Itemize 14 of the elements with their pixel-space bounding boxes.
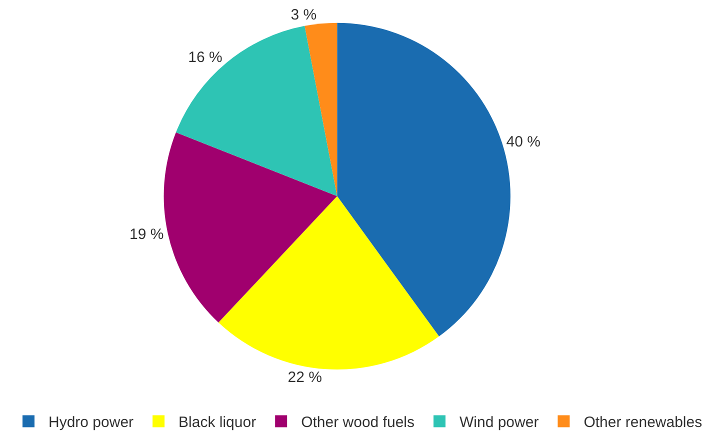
data-label: 3 % (290, 6, 317, 24)
data-label: 16 % (188, 49, 222, 66)
pie-slice (176, 26, 338, 196)
data-label: 40 % (506, 133, 540, 150)
pie-slice (218, 196, 440, 370)
legend-label: Other renewables (584, 414, 702, 432)
pie-slice (164, 132, 338, 323)
legend-label: Hydro power (48, 414, 134, 432)
legend-label: Other wood fuels (301, 414, 414, 432)
data-label: 22 % (288, 369, 322, 386)
legend-label: Wind power (460, 414, 539, 432)
legend-label: Black liquor (178, 414, 256, 432)
data-label: 19 % (130, 226, 164, 243)
pie-slice (304, 22, 338, 196)
